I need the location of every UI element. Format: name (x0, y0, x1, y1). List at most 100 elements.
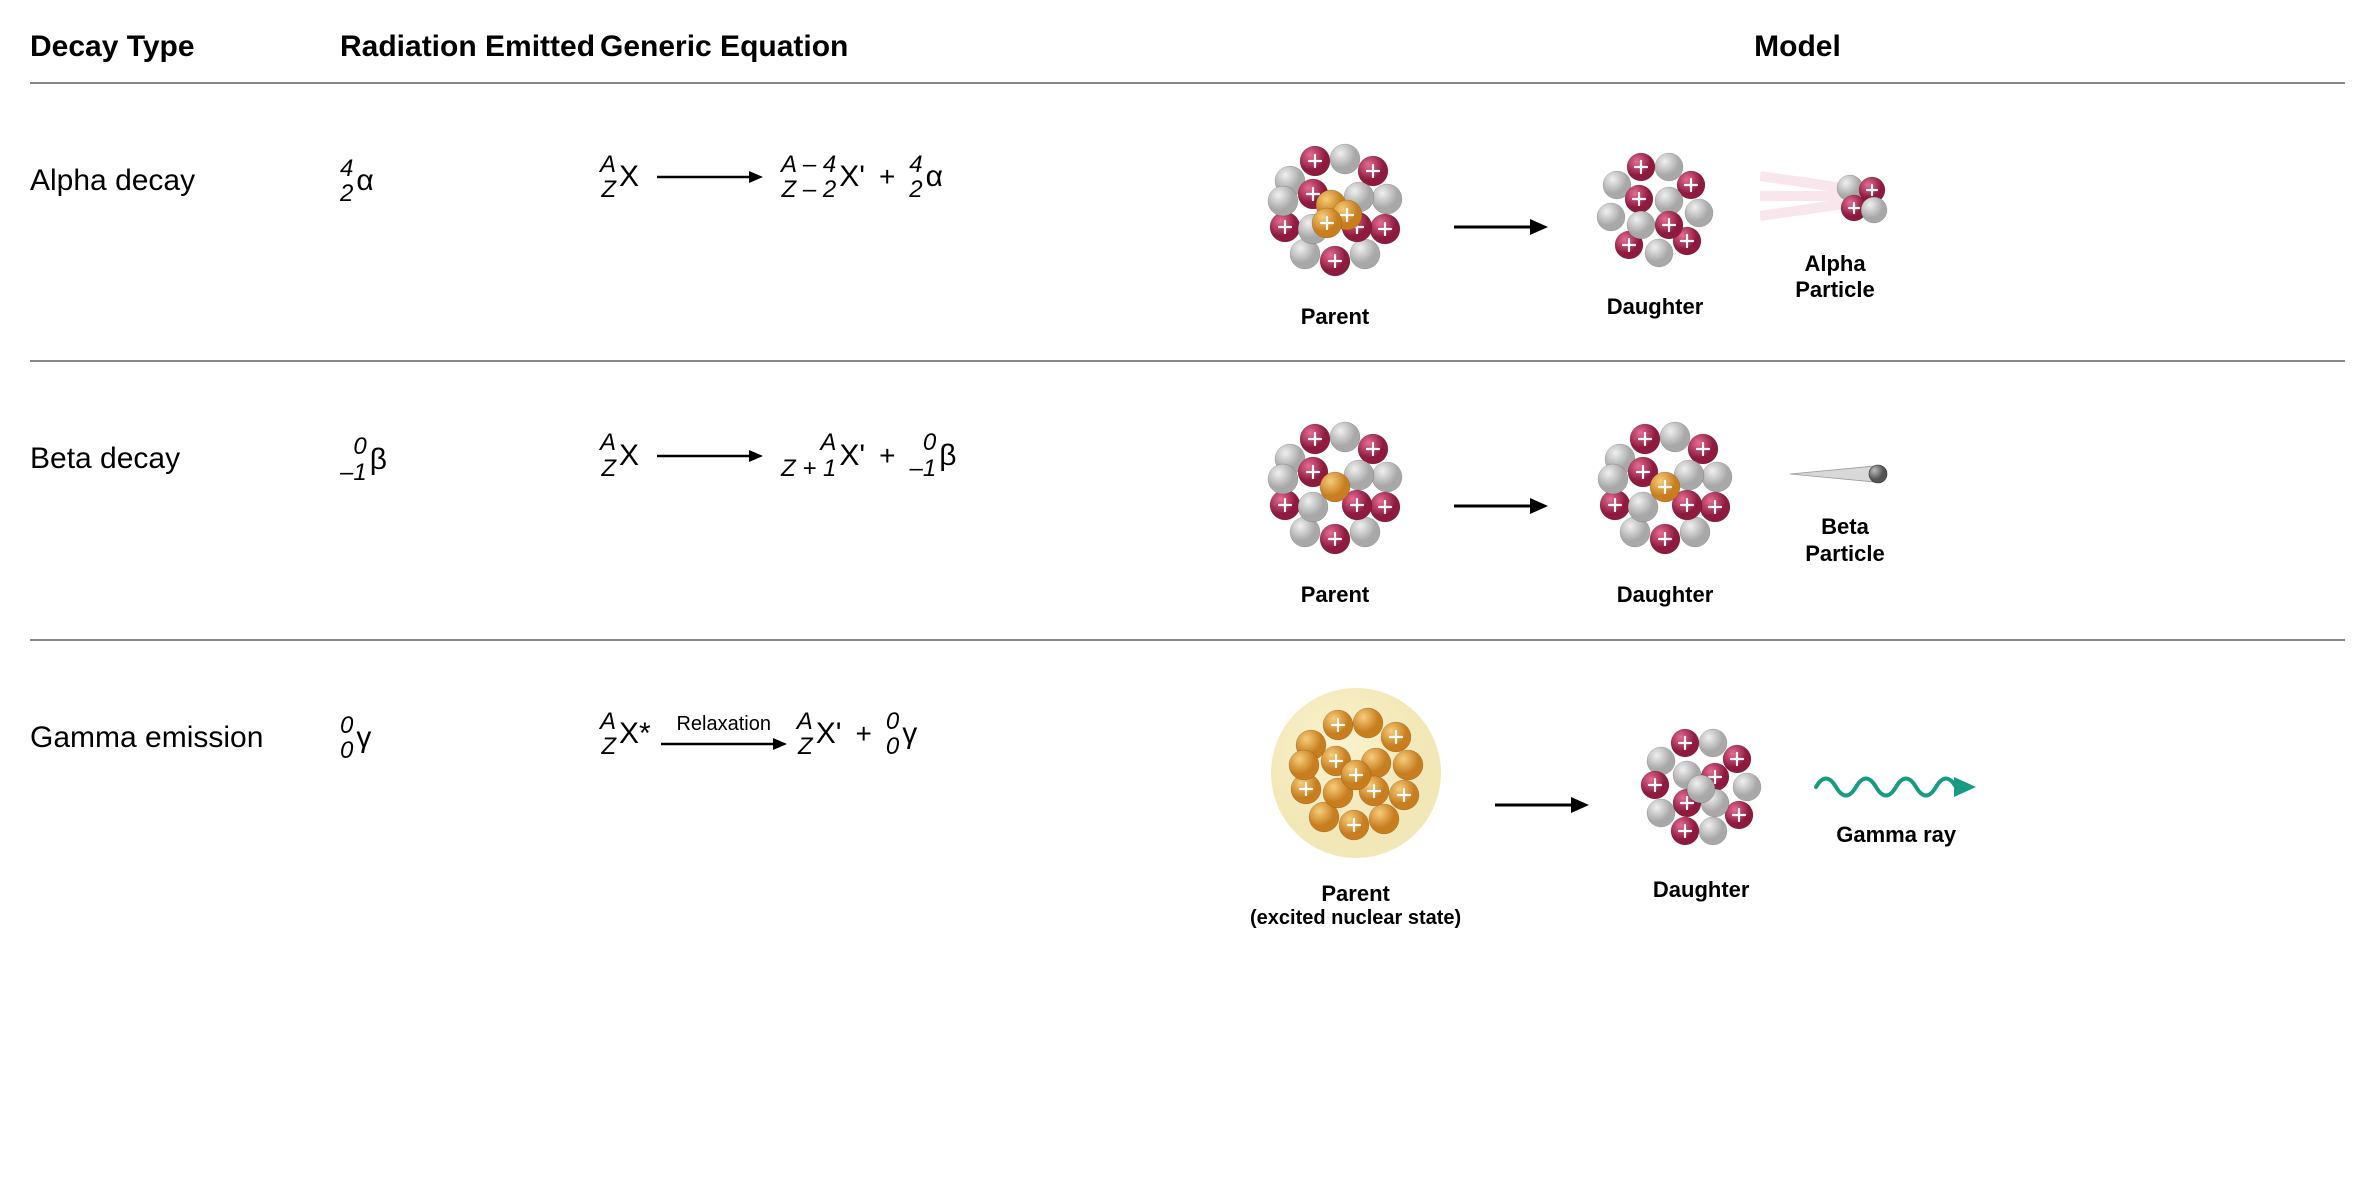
gamma-parent-sublabel: (excited nuclear state) (1250, 907, 1461, 930)
beta-daughter: Daughter (1580, 402, 1750, 608)
header-equation: Generic Equation (600, 30, 1250, 64)
b: Z – 2 (781, 177, 836, 202)
alpha-name: Alpha decay (30, 164, 330, 198)
gamma-equation: AZ X* Relaxation AZ X' + 00 γ (600, 709, 1250, 759)
alpha-particle-icon (1760, 151, 1910, 241)
beta-equation: AZ X AZ + 1 X' + 0–1 β (600, 430, 1250, 480)
s: β (939, 439, 956, 473)
arrow-icon (1491, 793, 1591, 817)
gamma-ray: Gamma ray (1811, 762, 1981, 848)
arrow-icon (1450, 215, 1550, 239)
alpha-eq-rhs1: A – 4 Z – 2 X' (781, 152, 865, 202)
t: A (600, 430, 616, 455)
gamma-parent-label: Parent (1321, 881, 1389, 907)
t: A (797, 709, 813, 734)
alpha-eq-rhs2: 4 2 α (909, 152, 943, 202)
gamma-model: Parent (excited nuclear state) (1250, 681, 2345, 930)
alpha-equation: A Z X A – 4 Z – 2 X' + (600, 152, 1250, 202)
alpha-particle: Alpha Particle (1760, 151, 1910, 304)
t: 4 (909, 152, 922, 177)
arrow-icon (659, 734, 789, 754)
b: Z (601, 734, 616, 759)
table-header: Decay Type Radiation Emitted Generic Equ… (30, 20, 2345, 84)
nucleus-daughter-icon (1580, 134, 1730, 284)
nucleus-daughter-icon (1621, 707, 1781, 867)
beta-eq-rhs2: 0–1 β (910, 430, 957, 480)
arrow-icon (655, 167, 765, 187)
plus-icon: + (855, 718, 871, 750)
s: X (619, 439, 639, 473)
t: A – 4 (781, 152, 836, 177)
b: 0 (886, 734, 899, 759)
gamma-ray-label: Gamma ray (1836, 822, 1956, 848)
beta-particle: Beta Particle (1780, 444, 1910, 567)
b: 0 (340, 738, 353, 763)
beta-parent: Parent (1250, 402, 1420, 608)
beta-model: Parent (1250, 402, 2345, 608)
beta-parent-label: Parent (1301, 582, 1369, 608)
alpha-daughter-label: Daughter (1607, 294, 1704, 320)
nucleus-daughter-icon (1580, 402, 1750, 572)
beta-eq-lhs: AZ X (600, 430, 639, 480)
alpha-model: Parent (1250, 124, 2345, 330)
row-alpha: Alpha decay 4 2 α A Z X (30, 84, 2345, 362)
alpha-particle-label: Alpha Particle (1795, 251, 1875, 304)
beta-particle-label: Beta Particle (1805, 514, 1885, 567)
b: Z (601, 456, 616, 481)
alpha-daughter: Daughter (1580, 134, 1730, 320)
s: α (926, 160, 943, 194)
t: A (600, 709, 616, 734)
t: 0 (923, 430, 936, 455)
s: X' (816, 717, 842, 751)
s: X' (839, 439, 865, 473)
header-type: Decay Type (30, 30, 340, 64)
header-model: Model (1250, 30, 2345, 64)
row-gamma: Gamma emission 0 0 γ AZ X* Relaxation (30, 641, 2345, 960)
relaxation-label: Relaxation (676, 713, 771, 736)
arrow-icon (655, 446, 765, 466)
alpha-radiation-notation: 4 2 α (340, 156, 374, 206)
relaxation-arrow: Relaxation (659, 713, 789, 754)
t: 0 (353, 434, 366, 459)
alpha-rad-Z: 2 (340, 181, 353, 206)
nucleus-parent-icon (1250, 124, 1420, 294)
beta-radiation-notation: 0 –1 β (340, 434, 387, 484)
nucleus-parent-icon (1250, 402, 1420, 572)
s: β (370, 443, 387, 477)
t: A (820, 430, 836, 455)
gamma-eq-lhs: AZ X* (600, 709, 651, 759)
b: Z (798, 734, 813, 759)
b: –1 (910, 456, 937, 481)
t: 0 (886, 709, 899, 734)
b: Z + 1 (781, 456, 836, 481)
gamma-radiation-notation: 0 0 γ (340, 713, 371, 763)
alpha-eq-lhs: A Z X (600, 152, 639, 202)
s: X' (839, 160, 865, 194)
s: X (619, 160, 639, 194)
s: γ (902, 717, 917, 751)
b: Z (601, 177, 616, 202)
t: A (600, 152, 616, 177)
plus-icon: + (879, 440, 895, 472)
gamma-eq-rhs2: 00 γ (886, 709, 917, 759)
arrow-icon (1450, 494, 1550, 518)
beta-daughter-label: Daughter (1617, 582, 1714, 608)
t: 0 (340, 713, 353, 738)
gamma-parent: Parent (excited nuclear state) (1250, 681, 1461, 930)
plus-icon: + (879, 161, 895, 193)
header-radiation: Radiation Emitted (340, 30, 600, 64)
s: X* (619, 717, 651, 751)
beta-name: Beta decay (30, 442, 330, 476)
row-beta: Beta decay 0 –1 β AZ X (30, 362, 2345, 640)
alpha-rad-A: 4 (340, 156, 353, 181)
gamma-name: Gamma emission (30, 721, 330, 755)
gamma-daughter: Daughter (1621, 707, 1781, 903)
alpha-rad-sym: α (356, 164, 373, 198)
s: γ (356, 721, 371, 755)
nucleus-excited-icon (1256, 681, 1456, 871)
alpha-parent: Parent (1250, 124, 1420, 330)
decay-table: Decay Type Radiation Emitted Generic Equ… (30, 20, 2345, 960)
beta-eq-rhs1: AZ + 1 X' (781, 430, 865, 480)
beta-particle-icon (1780, 444, 1910, 504)
gamma-eq-rhs1: AZ X' (797, 709, 842, 759)
